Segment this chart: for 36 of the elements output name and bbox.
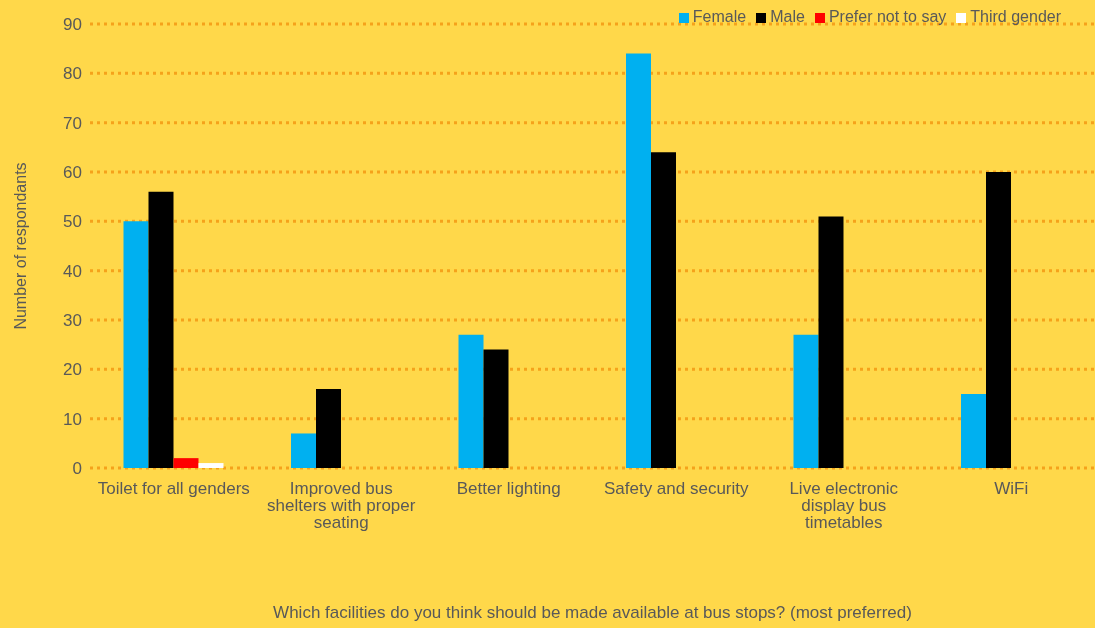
x-tick-label: Improved bus shelters with proper seating [267,479,416,533]
y-tick-label: 30 [63,311,82,331]
y-tick-label: 50 [63,212,82,232]
bar [483,349,509,468]
y-axis-title: Number of respondants [11,162,29,330]
x-tick-label: WiFi [994,479,1029,499]
y-tick-label: 40 [63,261,82,281]
bar [148,191,174,468]
bar [198,463,224,468]
x-tick-label: Toilet for all genders [97,479,250,499]
legend-label: Female [692,8,747,25]
bar [291,433,316,468]
bar [651,152,676,468]
x-tick-label: Safety and security [603,479,750,499]
x-tick-label: Live electronic display bus timetables [789,479,899,533]
y-tick-label: 70 [63,113,82,133]
bar [793,334,819,468]
x-tick-label: Better lighting [456,479,561,499]
bar [961,394,986,468]
x-axis-title: Which facilities do you think should be made available at bus stops? (most preferred) [273,603,912,622]
y-tick-label: 20 [63,360,82,380]
legend-label: Third gender [970,8,1061,25]
bar [626,53,651,468]
y-tick-label: 10 [63,409,82,429]
bar [173,458,199,468]
bar [986,172,1011,468]
y-tick-label: 90 [63,15,82,35]
bar [818,216,844,468]
bar [458,334,484,468]
y-tick-label: 80 [63,64,82,84]
legend-label: Male [770,8,805,25]
y-tick-label: 60 [63,163,82,183]
bar [123,221,149,468]
y-tick-label: 0 [72,459,82,479]
bar [316,389,341,468]
legend-label: Prefer not to say [828,8,947,25]
